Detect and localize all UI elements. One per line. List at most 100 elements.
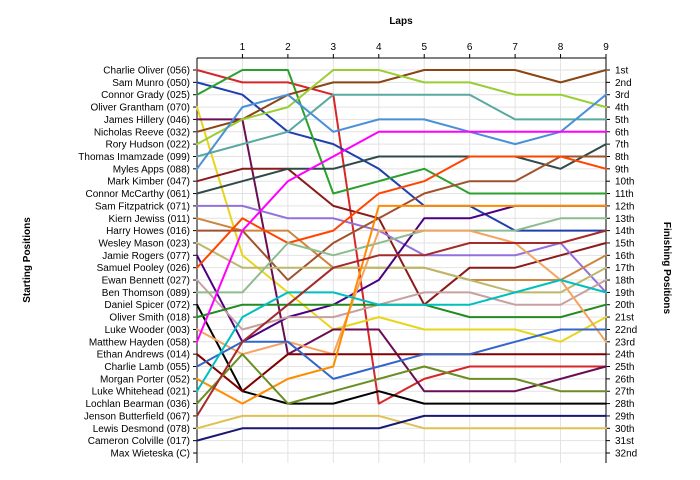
start-position-label: Wesley Mason (023) xyxy=(98,238,190,249)
finish-position-label: 17th xyxy=(615,263,634,274)
start-position-label: Ben Thomson (089) xyxy=(102,288,190,299)
series-line-4 xyxy=(196,106,607,343)
finish-position-label: 12th xyxy=(615,201,634,212)
start-position-label: Luke Wooder (003) xyxy=(105,325,190,336)
start-position-label: James Hillery (046) xyxy=(104,115,190,126)
finish-position-label: 8th xyxy=(615,152,629,163)
finish-position-label: 29th xyxy=(615,411,634,422)
start-position-label: Lewis Desmond (078) xyxy=(93,424,190,435)
series-line-19 xyxy=(196,217,607,294)
start-position-label: Mark Kimber (047) xyxy=(107,177,190,188)
series-lines xyxy=(196,69,607,442)
x-tick-label: 4 xyxy=(376,42,382,53)
series-line-23 xyxy=(196,130,607,343)
finish-position-label: 10th xyxy=(615,177,634,188)
start-position-label: Matthew Hayden (058) xyxy=(89,337,190,348)
series-line-25 xyxy=(196,328,607,380)
finish-position-label: 23rd xyxy=(615,337,635,348)
start-position-label: Kiern Jewiss (011) xyxy=(108,214,190,225)
series-line-1 xyxy=(196,69,607,405)
start-position-label: Charlie Oliver (056) xyxy=(103,66,190,77)
finish-position-label: 26th xyxy=(615,374,634,385)
finish-position-label: 21st xyxy=(615,313,634,324)
finish-position-label: 31st xyxy=(615,436,634,447)
series-line-21 xyxy=(196,303,607,319)
finish-position-label: 27th xyxy=(615,387,634,398)
start-position-label: Rory Hudson (022) xyxy=(106,140,190,151)
series-line-22 xyxy=(196,229,607,356)
start-position-label: Thomas Imamzade (099) xyxy=(78,152,190,163)
x-tick-label: 3 xyxy=(331,42,337,53)
finish-position-label: 7th xyxy=(615,140,629,151)
start-position-label: Sam Fitzpatrick (071) xyxy=(95,201,190,212)
start-position-label: Oliver Smith (018) xyxy=(109,313,190,324)
series-line-9 xyxy=(196,93,607,170)
x-tick-label: 9 xyxy=(603,42,609,53)
finish-position-label: 19th xyxy=(615,288,634,299)
series-line-26 xyxy=(196,204,607,405)
series-line-29 xyxy=(196,229,607,417)
finish-position-label: 13th xyxy=(615,214,634,225)
axis-labels: 1 2 3 4 5 6 7 8 9 Charlie Oliver (056)Sam Munro (… xyxy=(78,42,637,460)
right-axis-title: Finishing Positions xyxy=(661,222,672,315)
start-position-label: Max Wieteska (C) xyxy=(111,449,190,460)
series-line-24 xyxy=(196,353,607,393)
finish-position-label: 16th xyxy=(615,251,634,262)
series-line-6 xyxy=(196,69,607,133)
start-position-label: Connor Grady (025) xyxy=(101,90,190,101)
start-position-label: Ethan Andrews (014) xyxy=(97,350,190,361)
start-position-label: Samuel Pooley (026) xyxy=(97,263,190,274)
series-line-12 xyxy=(196,204,607,294)
finish-position-label: 2nd xyxy=(615,78,632,89)
start-position-label: Connor McCarthy (061) xyxy=(86,189,190,200)
finish-position-label: 25th xyxy=(615,362,634,373)
start-position-label: Sam Munro (050) xyxy=(112,78,190,89)
series-line-17 xyxy=(196,155,607,269)
finish-position-label: 20th xyxy=(615,300,634,311)
finish-position-label: 14th xyxy=(615,226,634,237)
start-position-label: Lochlan Bearman (036) xyxy=(85,399,190,410)
start-position-label: Daniel Spicer (072) xyxy=(104,300,190,311)
finish-position-label: 32nd xyxy=(615,449,637,460)
x-tick-label: 8 xyxy=(558,42,564,53)
x-tick-label: 7 xyxy=(512,42,518,53)
x-tick-label: 5 xyxy=(421,42,427,53)
finish-position-label: 28th xyxy=(615,399,634,410)
series-line-28 xyxy=(196,353,607,405)
finish-position-label: 4th xyxy=(615,103,629,114)
x-tick-label: 2 xyxy=(285,42,291,53)
start-position-label: Ewan Bennett (027) xyxy=(102,276,190,287)
start-position-label: Charlie Lamb (055) xyxy=(104,362,190,373)
start-position-label: Oliver Grantham (070) xyxy=(91,103,190,114)
start-position-label: Morgan Porter (052) xyxy=(100,374,190,385)
finish-position-label: 22nd xyxy=(615,325,637,336)
finish-position-label: 30th xyxy=(615,424,634,435)
finish-position-label: 3rd xyxy=(615,90,629,101)
finish-position-label: 24th xyxy=(615,350,634,361)
start-position-label: Luke Whitehead (021) xyxy=(92,387,190,398)
finish-position-label: 1st xyxy=(615,66,629,77)
series-line-20 xyxy=(196,303,607,405)
series-line-31 xyxy=(196,414,607,442)
start-position-label: Jenson Butterfield (067) xyxy=(84,411,190,422)
start-position-label: Cameron Colville (017) xyxy=(88,436,190,447)
left-axis-title: Starting Positions xyxy=(22,217,33,303)
start-position-label: Myles Apps (088) xyxy=(113,164,190,175)
series-line-7 xyxy=(196,69,607,146)
start-position-label: Harry Howes (016) xyxy=(106,226,190,237)
finish-position-label: 6th xyxy=(615,127,629,138)
x-tick-label: 6 xyxy=(467,42,473,53)
series-line-8 xyxy=(196,93,607,158)
start-position-label: Nicholas Reeve (032) xyxy=(94,127,190,138)
finish-position-label: 15th xyxy=(615,238,634,249)
start-position-label: Jamie Rogers (077) xyxy=(102,251,190,262)
series-line-3 xyxy=(196,69,607,195)
finish-position-label: 9th xyxy=(615,164,629,175)
finish-position-label: 18th xyxy=(615,276,634,287)
series-line-11 xyxy=(196,143,607,195)
x-tick-label: 1 xyxy=(240,42,246,53)
finish-position-label: 5th xyxy=(615,115,629,126)
series-line-27 xyxy=(196,279,607,393)
x-axis-title: Laps xyxy=(389,16,413,27)
